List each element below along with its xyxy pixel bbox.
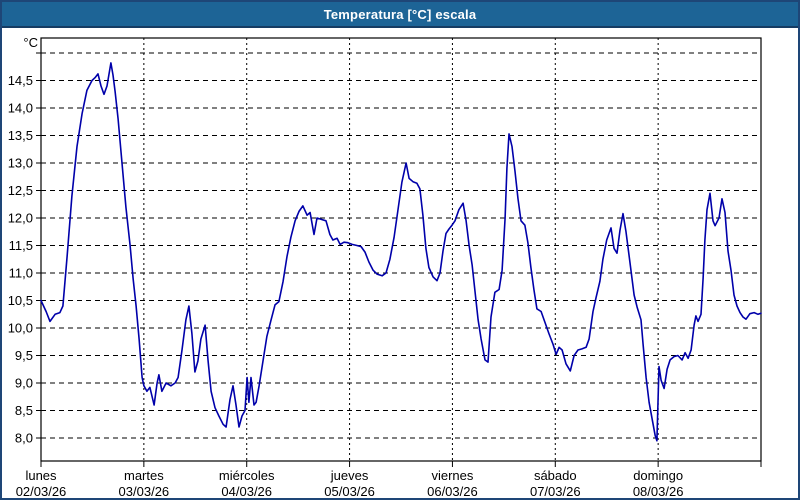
y-gridlines [41, 52, 761, 439]
y-unit-label: °C [23, 35, 38, 50]
svg-text:11,0: 11,0 [9, 266, 33, 281]
svg-text:13,5: 13,5 [8, 128, 33, 143]
y-axis-labels: 14,5 14,0 13,5 13,0 12,5 12,0 11,5 11,0 10,5 10,0… [8, 35, 38, 446]
chart-area: 14,5 14,0 13,5 13,0 12,5 12,0 11,5 11,0 10,5 10,0… [2, 28, 798, 498]
date-label: 03/03/26 [119, 484, 170, 498]
date-label: 06/03/26 [427, 484, 478, 498]
svg-text:8,5: 8,5 [15, 403, 33, 418]
plot-border [40, 37, 762, 462]
y-axis-ticks [36, 52, 41, 439]
window-title: Temperatura [°C] escala [323, 6, 477, 22]
date-label: 05/03/26 [324, 484, 375, 498]
temperature-series-line [40, 62, 762, 442]
svg-text:12,5: 12,5 [8, 183, 33, 198]
day-label: lunes [25, 468, 57, 483]
svg-text:14,5: 14,5 [8, 73, 33, 88]
svg-text:10,5: 10,5 [8, 293, 33, 308]
date-label: 08/03/26 [633, 484, 684, 498]
day-label: jueves [330, 468, 369, 483]
x-gridlines [143, 38, 659, 461]
day-label: viernes [431, 468, 473, 483]
day-label: domingo [633, 468, 683, 483]
svg-text:10,0: 10,0 [8, 321, 33, 336]
date-label: 02/03/26 [16, 484, 67, 498]
svg-text:14,0: 14,0 [8, 101, 33, 116]
day-label: sábado [534, 468, 577, 483]
date-label: 04/03/26 [221, 484, 272, 498]
svg-text:9,5: 9,5 [15, 348, 33, 363]
day-label: martes [124, 468, 164, 483]
svg-text:12,0: 12,0 [8, 211, 33, 226]
x-axis-ticks [40, 461, 762, 467]
svg-text:9,0: 9,0 [15, 376, 33, 391]
svg-text:11,5: 11,5 [9, 238, 33, 253]
svg-text:8,0: 8,0 [15, 431, 33, 446]
date-label: 07/03/26 [530, 484, 581, 498]
day-label: miércoles [219, 468, 275, 483]
svg-text:13,0: 13,0 [8, 156, 33, 171]
temperature-chart: 14,5 14,0 13,5 13,0 12,5 12,0 11,5 11,0 10,5 10,0… [8, 35, 762, 498]
title-bar: Temperatura [°C] escala [2, 2, 798, 28]
